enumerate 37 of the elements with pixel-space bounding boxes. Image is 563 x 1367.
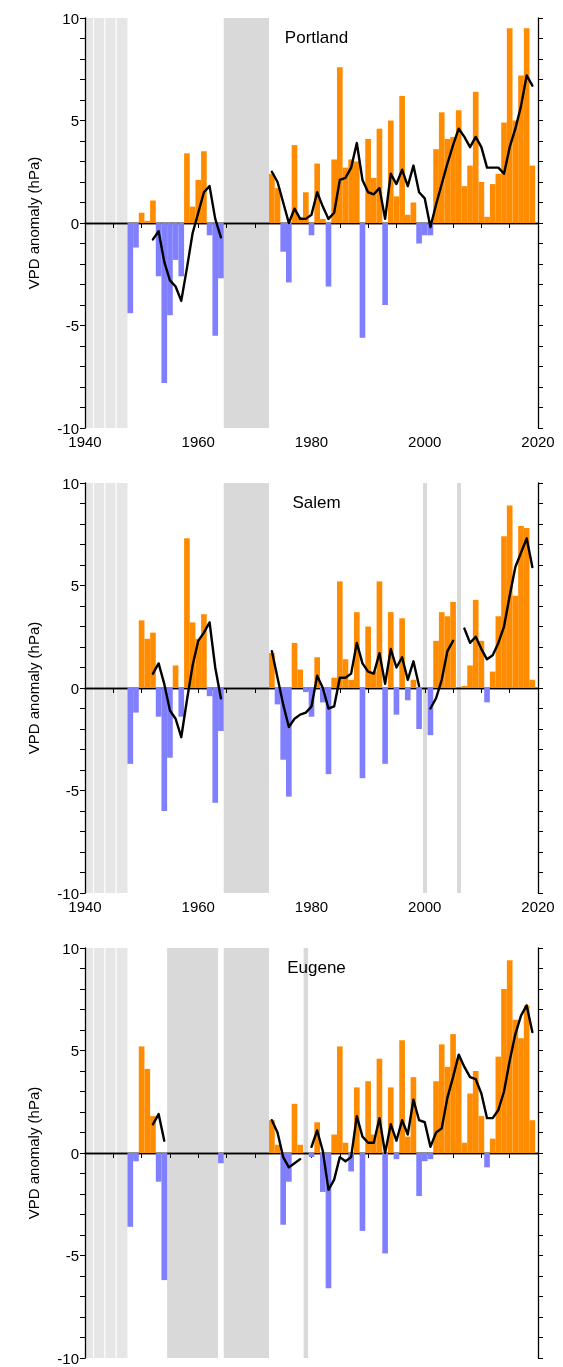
y-tick-label: -10 [57, 1349, 79, 1367]
y-tick-label: -5 [65, 782, 79, 799]
text: Eugene [287, 958, 346, 977]
y-axis-title: VPD anomaly (hPa) [25, 156, 42, 290]
bar [404, 688, 411, 701]
x-tick-label: 1960 [181, 898, 215, 915]
y-tick-label: -5 [65, 317, 79, 334]
bar [416, 688, 422, 729]
bar [382, 1153, 388, 1254]
bar [484, 688, 490, 703]
x-tick-label: 1980 [294, 898, 329, 915]
y-tick-label: 0 [70, 214, 79, 232]
bar [218, 1153, 224, 1164]
y-tick-label: 10 [62, 939, 79, 957]
y-axis-title: VPD anomaly (hPa) [25, 621, 42, 755]
bar [178, 688, 185, 717]
text: Salem [292, 493, 341, 512]
y-axis-title: VPD anomaly (hPa) [25, 1086, 42, 1220]
x-tick-label: 2000 [408, 433, 442, 450]
bar [484, 1153, 490, 1168]
bar [172, 665, 179, 688]
y-tick-label: 10 [62, 474, 79, 492]
text: Portland [284, 28, 349, 47]
y-tick-label: 5 [70, 1042, 79, 1059]
y-tick-label: -5 [65, 1247, 79, 1264]
x-tick-label: 1980 [294, 433, 329, 450]
y-tick-label: 5 [70, 577, 79, 594]
x-tick-label: 1960 [181, 433, 215, 450]
y-tick-label: 0 [70, 1144, 79, 1162]
bar [382, 223, 388, 305]
x-tick-label: 2000 [408, 898, 442, 915]
x-tick-label: 2020 [521, 898, 555, 915]
y-tick-label: 10 [62, 9, 79, 27]
y-tick-label: 0 [70, 679, 79, 697]
bar [382, 688, 388, 764]
x-tick-label: 2020 [521, 433, 555, 450]
y-tick-label: 5 [70, 112, 79, 129]
